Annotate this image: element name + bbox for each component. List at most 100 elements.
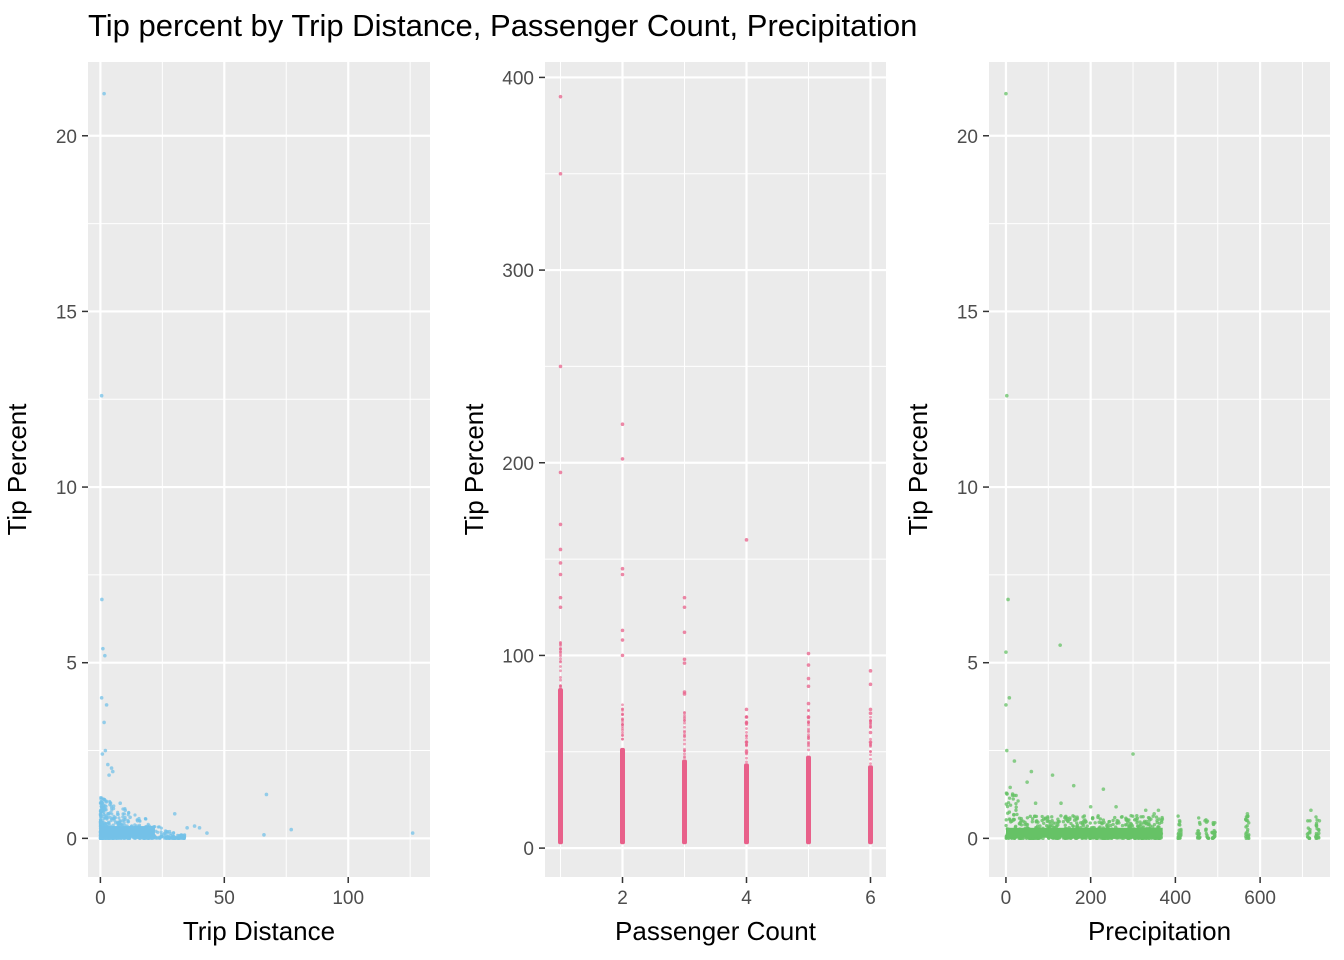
cloud-point bbox=[1023, 820, 1027, 824]
x-tick-label: 400 bbox=[1160, 888, 1192, 909]
cloud-point bbox=[109, 818, 113, 823]
cloud-point bbox=[1135, 813, 1139, 818]
cloud-point bbox=[103, 816, 107, 820]
cloud-point bbox=[1135, 818, 1139, 823]
data-point bbox=[1012, 759, 1017, 763]
cloud-point bbox=[159, 832, 164, 836]
data-point bbox=[558, 547, 563, 552]
data-point bbox=[1059, 801, 1063, 806]
cloud-point bbox=[1063, 816, 1067, 820]
data-point bbox=[410, 831, 415, 835]
data-point bbox=[806, 715, 811, 719]
data-point bbox=[744, 740, 749, 744]
cloud-point bbox=[103, 804, 107, 808]
data-point bbox=[558, 171, 563, 176]
y-tick-label: 5 bbox=[66, 654, 77, 675]
cloud-point bbox=[745, 727, 748, 730]
y-tick-label: 15 bbox=[957, 302, 978, 323]
cloud-point bbox=[621, 720, 624, 724]
data-point bbox=[558, 94, 563, 99]
cloud-point bbox=[121, 815, 125, 819]
data-point bbox=[1058, 643, 1062, 647]
data-point bbox=[744, 707, 749, 712]
cloud-point bbox=[1014, 793, 1018, 798]
cloud-point bbox=[112, 804, 116, 808]
cloud-point bbox=[1245, 824, 1249, 828]
panel-background bbox=[88, 62, 430, 877]
data-point bbox=[135, 818, 140, 823]
cloud-point bbox=[1061, 819, 1066, 824]
dense-point-band bbox=[99, 826, 155, 838]
cloud-point bbox=[1155, 820, 1159, 825]
data-point bbox=[1309, 808, 1313, 813]
cloud-point bbox=[1090, 816, 1095, 821]
cloud-point bbox=[1040, 814, 1044, 819]
data-point bbox=[558, 572, 563, 577]
data-point bbox=[205, 831, 209, 835]
cloud-point bbox=[1147, 816, 1151, 820]
cloud-point bbox=[807, 733, 810, 737]
cloud-point bbox=[869, 744, 872, 747]
data-point bbox=[744, 715, 749, 719]
cloud-point bbox=[807, 744, 810, 748]
cloud-point bbox=[683, 715, 686, 719]
cloud-point bbox=[1019, 823, 1024, 827]
data-point bbox=[744, 538, 749, 542]
cloud-point bbox=[110, 808, 114, 812]
cloud-point bbox=[1011, 797, 1015, 801]
cloud-point bbox=[1308, 819, 1312, 823]
cloud-point bbox=[1205, 833, 1209, 837]
data-point bbox=[620, 566, 625, 571]
cloud-point bbox=[869, 725, 872, 729]
cloud-point bbox=[116, 810, 120, 814]
data-point bbox=[558, 470, 563, 475]
panel-2: 2 4 6 0 100 200 300 400 Passenger Count Tip Perce… bbox=[459, 62, 886, 946]
cloud-point bbox=[1013, 824, 1018, 829]
data-point bbox=[100, 752, 105, 756]
chart-title: Tip percent by Trip Distance, Passenger … bbox=[88, 8, 918, 43]
cloud-point bbox=[1154, 815, 1159, 819]
cloud-point bbox=[621, 707, 624, 711]
cloud-point bbox=[1014, 808, 1018, 812]
cloud-point bbox=[102, 797, 106, 801]
cloud-point bbox=[1036, 820, 1040, 824]
cloud-point bbox=[180, 836, 184, 840]
cloud-point bbox=[1012, 812, 1016, 817]
cloud-point bbox=[1105, 823, 1109, 828]
cloud-point bbox=[108, 799, 112, 804]
cloud-point bbox=[1068, 816, 1072, 820]
cloud-point bbox=[1111, 818, 1115, 823]
y-axis-title: Tip Percent bbox=[903, 403, 933, 536]
cloud-point bbox=[169, 833, 173, 837]
cloud-point bbox=[110, 812, 114, 816]
panel-background bbox=[989, 62, 1330, 877]
cloud-point bbox=[869, 753, 872, 757]
cloud-point bbox=[98, 819, 103, 823]
cloud-point bbox=[869, 737, 872, 741]
cloud-point bbox=[1081, 824, 1086, 828]
data-point bbox=[1101, 787, 1106, 791]
data-point bbox=[868, 740, 873, 744]
cloud-point bbox=[155, 836, 160, 840]
cloud-point bbox=[559, 650, 562, 654]
cloud-point bbox=[1063, 823, 1067, 827]
cloud-point bbox=[683, 755, 686, 758]
data-point bbox=[118, 801, 123, 806]
data-point bbox=[1203, 818, 1207, 823]
cloud-point bbox=[1019, 816, 1023, 821]
cloud-point bbox=[172, 836, 176, 840]
cloud-point bbox=[807, 708, 810, 712]
data-point bbox=[868, 707, 873, 712]
y-tick-label: 20 bbox=[957, 127, 978, 148]
cloud-point bbox=[1007, 796, 1012, 800]
y-tick-label: 200 bbox=[502, 454, 534, 475]
cloud-point bbox=[98, 813, 103, 817]
cloud-point bbox=[99, 795, 103, 800]
cloud-point bbox=[1072, 815, 1077, 819]
cloud-point bbox=[559, 654, 562, 658]
cloud-point bbox=[559, 678, 562, 682]
cloud-point bbox=[1124, 817, 1128, 822]
data-point bbox=[1033, 801, 1038, 806]
cloud-point bbox=[1066, 819, 1070, 824]
cloud-point bbox=[111, 823, 115, 827]
